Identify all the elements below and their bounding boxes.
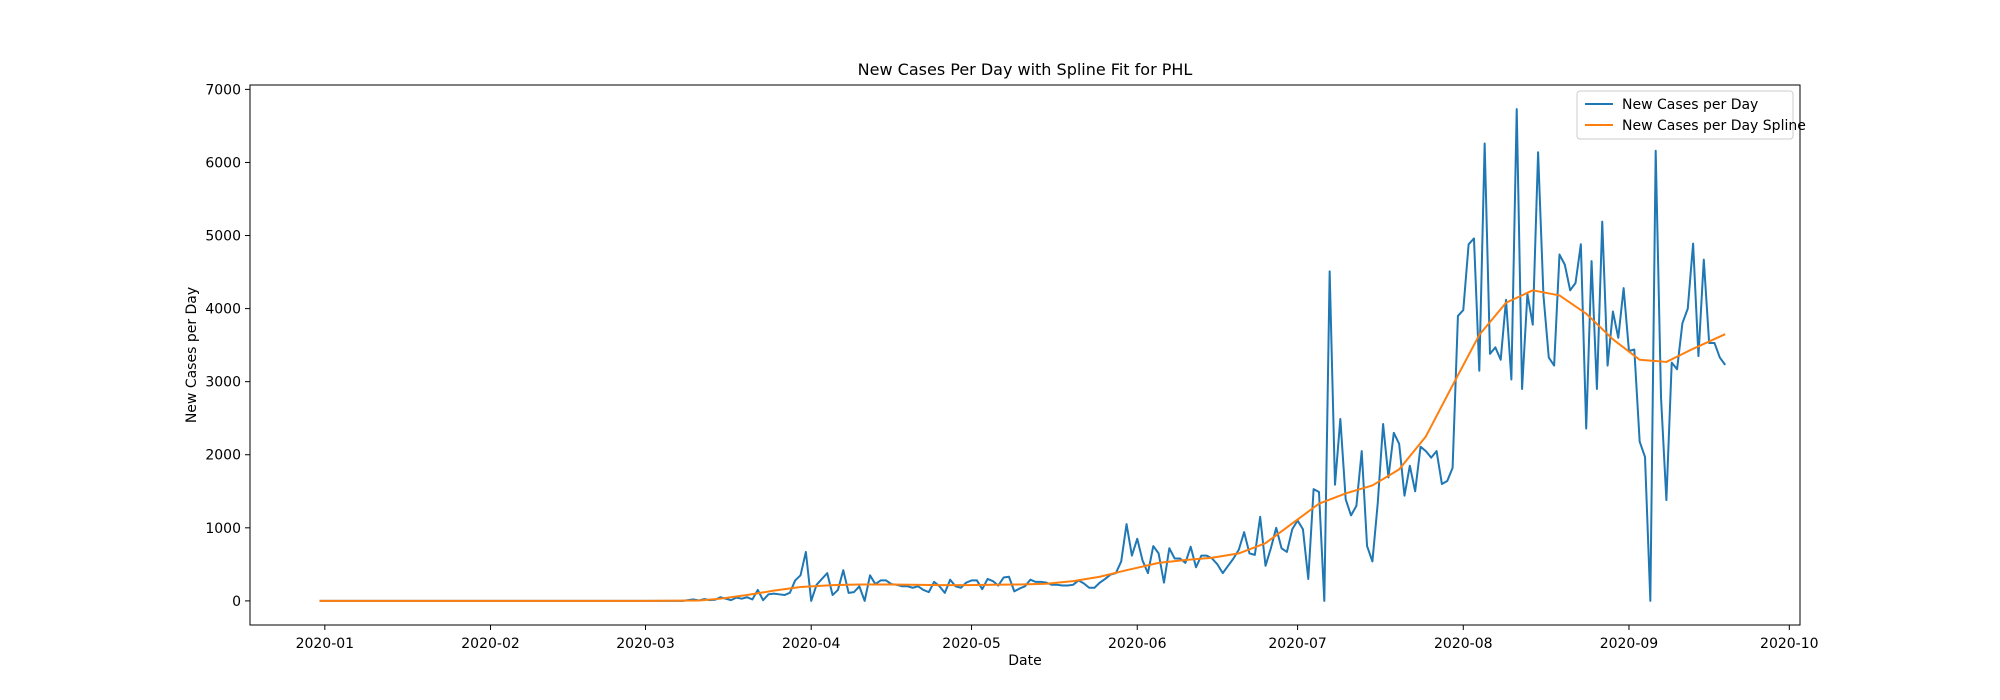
y-axis: 0 1000 2000 3000 4000 5000 6000 7000 [205,82,250,610]
y-tick-label: 5000 [205,229,241,245]
y-tick-label: 4000 [205,302,241,318]
plot-area [249,84,1801,626]
x-tick-label: 2020-04 [782,636,841,652]
y-tick-label: 6000 [205,155,241,171]
series-line-2 [319,289,1726,602]
legend: New Cases per Day New Cases per Day Splin… [1576,90,1806,140]
legend-box [1576,90,1794,140]
y-tick-label: 1000 [205,521,241,537]
y-tick-label: 3000 [205,375,241,391]
series-layer [319,108,1726,602]
legend-label-1: New Cases per Day [1622,97,1758,113]
x-axis: 2020-01 2020-02 2020-03 2020-04 2020-05 2020-… [296,625,1819,652]
x-tick-label: 2020-10 [1760,636,1819,652]
y-tick-label: 2000 [205,448,241,464]
y-tick-label: 0 [232,594,241,610]
y-axis-label: New Cases per Day [184,287,200,423]
legend-label-2: New Cases per Day Spline [1622,118,1806,134]
x-tick-label: 2020-03 [616,636,675,652]
y-tick-label: 7000 [205,82,241,98]
x-tick-label: 2020-09 [1600,636,1659,652]
x-axis-label: Date [1008,653,1041,669]
x-tick-label: 2020-05 [942,636,1001,652]
x-tick-label: 2020-02 [461,636,520,652]
chart-title: New Cases Per Day with Spline Fit for PH… [858,60,1193,79]
x-tick-label: 2020-01 [296,636,355,652]
x-tick-label: 2020-06 [1108,636,1167,652]
plot-frame [249,84,1801,626]
series-line-1 [319,108,1726,602]
x-tick-label: 2020-08 [1434,636,1493,652]
x-tick-label: 2020-07 [1268,636,1327,652]
